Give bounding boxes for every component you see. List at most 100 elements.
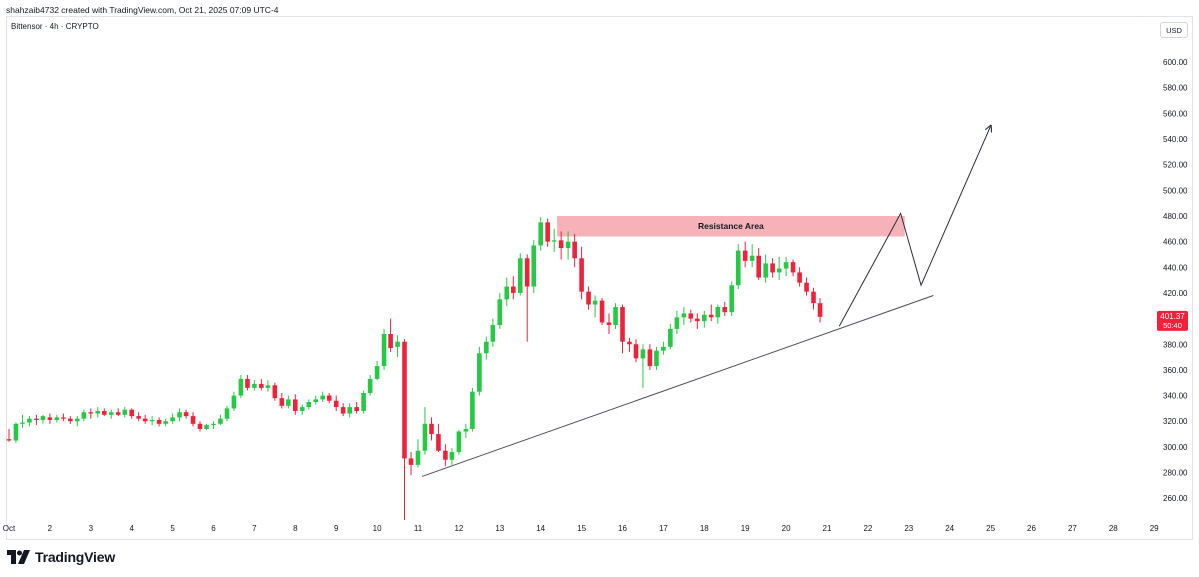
- candle: [422, 407, 428, 455]
- candle-body: [95, 410, 101, 414]
- candle-body: [463, 428, 469, 432]
- price-tick-label: 560.00: [1163, 109, 1188, 118]
- candle: [579, 246, 584, 300]
- time-tick-label: 11: [414, 524, 423, 533]
- candle: [484, 336, 489, 360]
- candle-body: [627, 341, 632, 345]
- candle: [156, 417, 162, 427]
- candle: [367, 375, 373, 396]
- candle-body: [811, 291, 816, 304]
- candle-body: [484, 341, 489, 354]
- time-tick-label: 6: [211, 524, 216, 533]
- candle-body: [770, 263, 775, 273]
- candle-body: [804, 282, 809, 292]
- time-tick-label: 3: [89, 524, 94, 533]
- candle: [524, 254, 530, 342]
- time-tick-label: 9: [334, 524, 339, 533]
- candle: [668, 323, 673, 350]
- candle-body: [13, 423, 19, 441]
- candle-body: [545, 222, 550, 242]
- candle: [490, 318, 496, 347]
- time-tick-label: 24: [945, 524, 954, 533]
- candle-body: [149, 419, 155, 422]
- candle-body: [231, 395, 237, 409]
- candle-body: [170, 417, 175, 422]
- candle-body: [333, 400, 339, 408]
- candle: [177, 408, 182, 422]
- candle: [108, 409, 114, 419]
- time-tick-label: 13: [495, 524, 504, 533]
- price-chart[interactable]: Resistance Area 600.00 580.00 560.00 540.00…: [0, 0, 1199, 545]
- time-tick-label: 4: [129, 524, 134, 533]
- candle: [88, 408, 94, 419]
- candle: [381, 328, 387, 370]
- candle-body: [252, 384, 257, 388]
- candle-body: [572, 241, 577, 259]
- candle: [470, 387, 475, 432]
- candle-body: [742, 250, 748, 261]
- candle: [599, 298, 605, 326]
- candle: [13, 422, 19, 444]
- price-tick-label: 600.00: [1163, 58, 1188, 67]
- candle-body: [381, 333, 387, 367]
- candle-body: [279, 398, 285, 406]
- candle-body: [204, 425, 209, 429]
- candle-body: [326, 395, 332, 401]
- candle-body: [320, 395, 326, 400]
- candle: [211, 421, 216, 429]
- candle-body: [817, 303, 823, 317]
- candle: [259, 378, 264, 391]
- candle: [661, 341, 666, 355]
- candle: [613, 303, 618, 329]
- candle-body: [75, 418, 80, 422]
- candle-body: [620, 307, 625, 342]
- candle-body: [61, 417, 66, 419]
- candle: [279, 393, 285, 409]
- chart-credit-line: shahzaib4732 created with TradingView.co…: [6, 5, 279, 15]
- candle-body: [668, 328, 673, 347]
- candle-body: [477, 353, 482, 392]
- time-tick-label: 19: [741, 524, 750, 533]
- time-tick-label: 26: [1027, 524, 1036, 533]
- candle-body: [354, 407, 359, 411]
- candle-body: [599, 300, 605, 323]
- time-axis: Oct 2 3 4 5 6 7 8 9 10 11 12 13 14 15 16 17 18 19 20 21 22 23 2…: [3, 524, 1159, 533]
- candle: [742, 241, 748, 268]
- candle-body: [565, 241, 571, 249]
- candles-layer: [6, 217, 823, 521]
- candle: [592, 295, 598, 318]
- candle: [763, 254, 768, 283]
- candle-body: [735, 250, 741, 286]
- candle-body: [510, 286, 516, 293]
- candle-body: [674, 317, 680, 329]
- time-tick-label: 21: [823, 524, 832, 533]
- candle: [449, 448, 455, 465]
- candle: [101, 408, 107, 417]
- candle-body: [729, 285, 735, 313]
- currency-button[interactable]: USD: [1160, 22, 1188, 38]
- candle-body: [20, 422, 25, 424]
- candle-body: [272, 385, 278, 399]
- candle: [6, 428, 12, 442]
- price-tick-label: 440.00: [1163, 263, 1188, 272]
- candle-body: [797, 272, 802, 283]
- candle: [776, 257, 782, 281]
- candle-body: [218, 418, 223, 424]
- time-tick-label: 14: [536, 524, 545, 533]
- candle: [61, 413, 66, 422]
- price-tick-label: 420.00: [1163, 289, 1188, 298]
- candle-body: [81, 412, 87, 419]
- price-tick-label: 580.00: [1163, 84, 1188, 93]
- candle-body: [265, 385, 271, 388]
- candle: [224, 405, 230, 422]
- candle-body: [108, 412, 114, 415]
- chart-frame: [6, 16, 1193, 540]
- candle: [790, 259, 796, 277]
- symbol-legend: Bittensor · 4h · CRYPTO: [11, 22, 99, 31]
- candle-body: [245, 378, 250, 388]
- candle: [27, 416, 32, 427]
- candle: [545, 218, 550, 247]
- candle-body: [708, 314, 714, 318]
- candle: [306, 399, 312, 410]
